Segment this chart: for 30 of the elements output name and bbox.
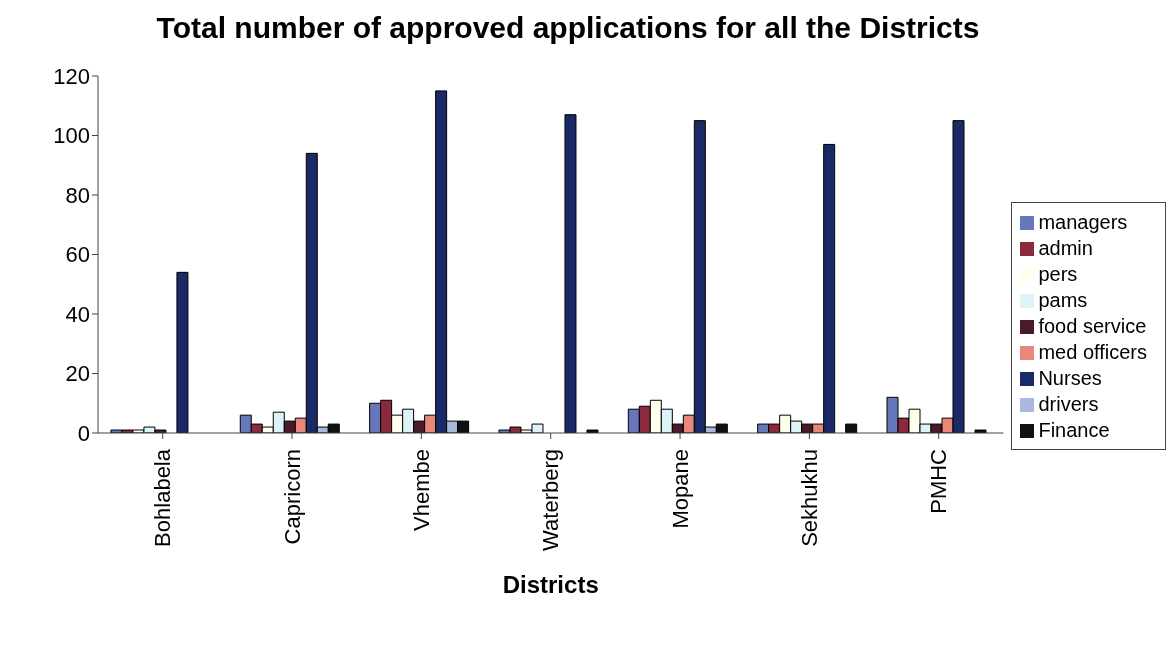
legend-label: med officers — [1038, 340, 1147, 363]
x-tick-label: Bohlabela — [150, 448, 176, 547]
y-tick-label: 100 — [53, 123, 90, 149]
bar — [564, 114, 577, 433]
x-tick-label: Vhembe — [408, 449, 434, 531]
x-tick-label: Waterberg — [538, 449, 564, 551]
y-tick-label: 120 — [53, 63, 90, 89]
y-tick-label: 20 — [65, 361, 90, 387]
legend-label: food service — [1038, 314, 1147, 337]
legend-label: drivers — [1038, 392, 1099, 415]
y-tick-label: 40 — [65, 301, 90, 327]
legend-label: managers — [1038, 210, 1128, 233]
bar — [845, 423, 858, 433]
legend-label: pams — [1038, 288, 1088, 311]
x-tick-label: Capricorn — [279, 449, 305, 545]
legend-label: Nurses — [1038, 366, 1102, 389]
y-tick-label: 60 — [65, 242, 90, 268]
bar — [586, 429, 599, 433]
y-tick-label: 0 — [77, 420, 90, 446]
legend-label: admin — [1038, 236, 1093, 259]
y-tick-label: 80 — [65, 182, 90, 208]
x-tick-label: Sekhukhu — [796, 449, 822, 547]
x-axis-title: Districts — [502, 571, 599, 598]
legend-label: Finance — [1038, 418, 1110, 441]
x-tick-label: Mopane — [667, 449, 693, 529]
bar — [974, 429, 987, 433]
legend-label: pers — [1038, 262, 1078, 285]
x-tick-label: PMHC — [926, 448, 952, 514]
bar — [176, 271, 189, 433]
chart-title: Total number of approved applications for all the Districts — [155, 10, 981, 46]
